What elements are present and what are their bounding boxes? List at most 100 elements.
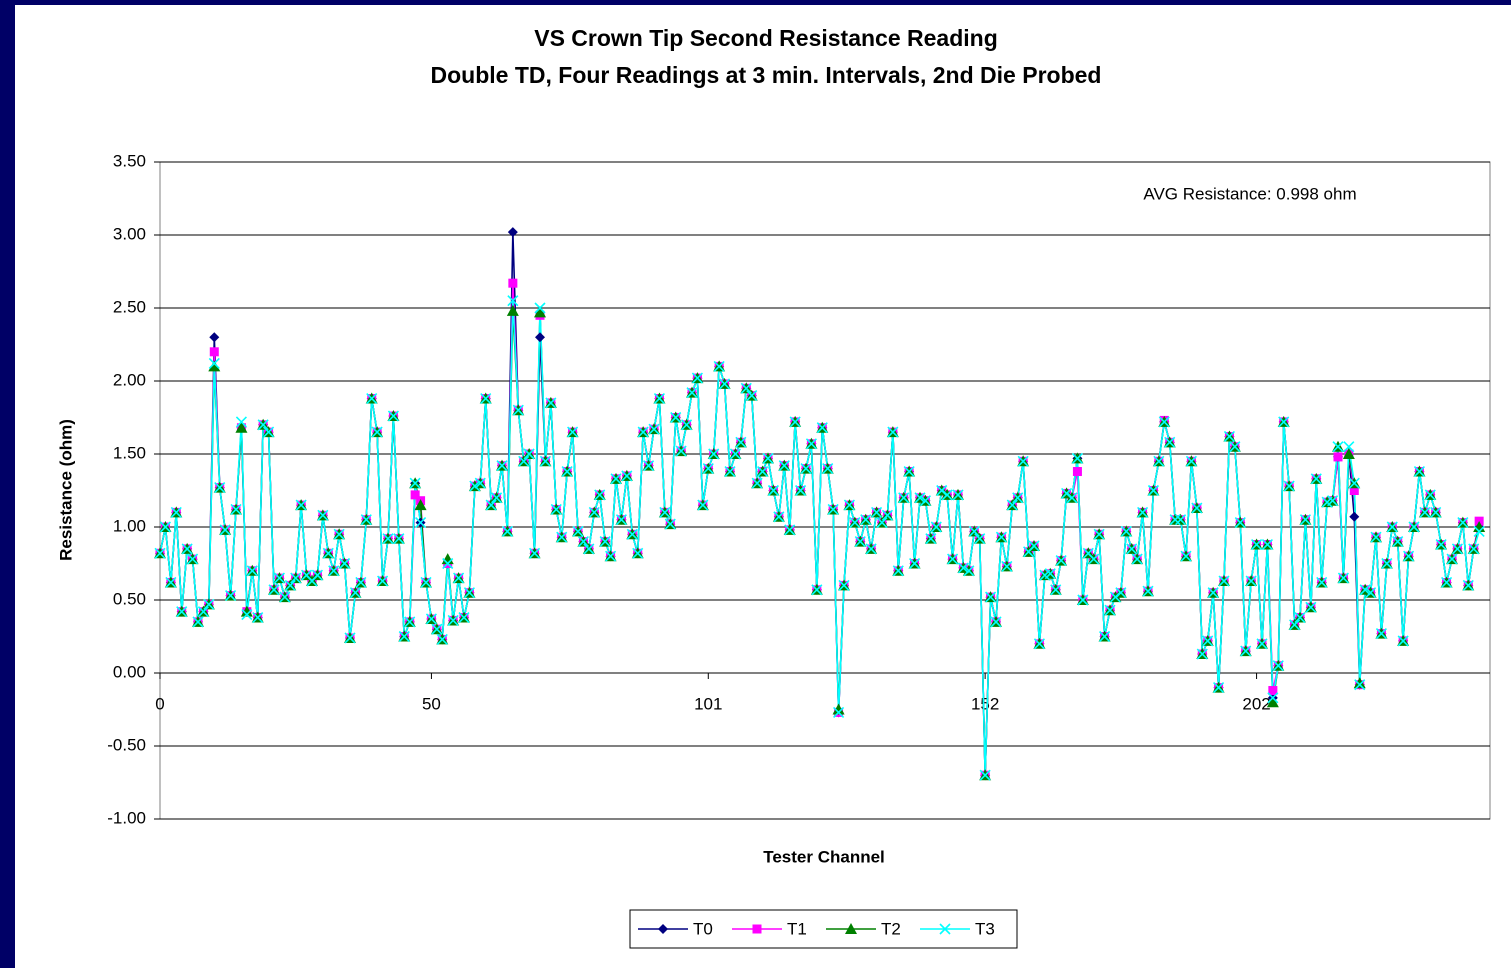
data-point [974,533,986,545]
data-point [1386,521,1398,533]
data-point [1299,514,1311,526]
y-tick-label: 1.00 [113,516,146,535]
data-point [724,465,736,478]
data-point [501,525,513,537]
data-point [159,521,171,533]
data-point [539,455,551,467]
data-point [1457,517,1469,529]
data-point [1251,538,1263,551]
data-point [485,499,497,511]
data-point [659,506,671,518]
data-point [1234,517,1246,529]
data-point [506,304,519,316]
data-point [480,392,492,405]
data-point [1256,638,1268,650]
data-point [507,295,519,307]
data-point [230,503,242,516]
data-point [1381,557,1393,570]
data-point [1115,587,1127,599]
legend-marker [752,924,762,934]
y-tick-label: 0.50 [113,589,146,608]
data-point [773,511,785,523]
data-point [1353,677,1366,689]
data-point [947,553,959,565]
data-point [789,416,801,428]
data-point [268,584,280,596]
data-point [1223,430,1235,443]
data-point [925,533,937,545]
data-point [952,489,964,501]
data-point [833,706,845,718]
y-tick-label: 1.50 [113,443,146,462]
data-point [496,460,508,472]
data-point [637,426,649,438]
data-point [176,606,188,618]
data-point [898,492,910,504]
data-point [333,528,345,540]
data-point [1349,486,1359,495]
data-point [545,397,557,409]
y-tick-label: 3.50 [113,151,146,170]
data-point [322,547,334,559]
data-point [561,465,573,478]
data-point [208,360,221,372]
data-point [1473,525,1485,537]
data-point [757,465,769,478]
data-point [219,524,231,536]
data-point [279,591,291,603]
data-point [420,576,432,589]
data-point [1375,628,1387,640]
data-point [1088,553,1100,565]
data-point [284,579,296,591]
x-tick-label: 202 [1242,694,1270,713]
data-point [1120,525,1132,537]
data-point [1278,416,1290,428]
data-point [995,531,1007,543]
data-point [729,448,741,460]
data-point [1104,604,1116,616]
data-point [366,392,378,405]
chart-title: VS Crown Tip Second Resistance Reading [534,25,998,51]
data-point [1354,679,1366,691]
data-point [1240,645,1252,657]
data-point [708,448,720,460]
data-point [816,422,828,434]
data-point [165,576,177,589]
data-point [1343,441,1355,453]
data-point [767,484,779,497]
data-point [990,616,1002,628]
data-point [1006,499,1018,511]
data-point [854,536,866,548]
data-point [1017,455,1029,467]
data-point [1359,584,1371,596]
data-point [957,562,969,574]
data-point [209,347,219,357]
y-axis-title: Resistance (ohm) [56,419,75,561]
legend-marker [939,923,951,935]
data-point [257,419,269,431]
data-point [876,517,888,529]
data-point [594,489,606,501]
data-point [463,587,475,599]
data-point [843,499,855,511]
data-point [1408,521,1420,533]
data-point [664,518,676,530]
legend-label: T0 [693,919,713,938]
data-point [550,503,562,516]
data-point [1229,441,1241,453]
data-point [1180,550,1192,562]
data-point [1468,543,1480,555]
data-point [599,536,611,548]
data-point [1305,601,1317,613]
data-point [197,606,209,618]
data-point [686,387,698,399]
data-point [1077,594,1089,606]
data-point [1153,455,1165,467]
data-point [203,598,215,610]
data-point [903,465,915,478]
data-point [556,531,568,543]
series-line [159,300,1480,776]
data-point [909,557,921,570]
data-point [371,426,383,438]
data-point [1245,575,1257,587]
